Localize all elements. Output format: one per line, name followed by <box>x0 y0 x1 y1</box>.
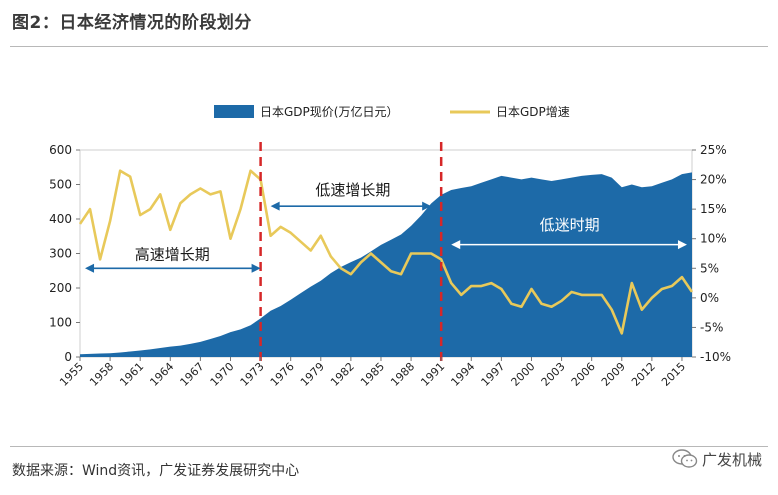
legend-label-line: 日本GDP增速 <box>496 105 570 119</box>
annotation-label: 高速增长期 <box>135 246 210 264</box>
right-axis-tick-label: 25% <box>700 143 727 157</box>
x-axis-tick-label: 2003 <box>539 360 568 389</box>
left-axis-tick-label: 400 <box>49 212 72 226</box>
annotation-arrowhead-right <box>422 201 432 211</box>
x-axis-tick-label: 1967 <box>178 360 207 389</box>
annotation-arrowhead-right <box>251 263 261 273</box>
right-axis-tick-label: 10% <box>700 232 727 246</box>
x-axis-tick-label: 1985 <box>358 360 387 389</box>
x-axis-tick-label: 2000 <box>509 360 538 389</box>
page-title: 图2：日本经济情况的阶段划分 <box>12 13 252 33</box>
gdp-area-fill <box>80 172 692 357</box>
x-axis-tick-label: 1958 <box>87 360 116 389</box>
x-axis-tick-label: 2012 <box>629 360 658 389</box>
data-source: 数据来源：Wind资讯，广发证券发展研究中心 <box>12 463 300 479</box>
right-axis-tick-label: 20% <box>700 173 727 187</box>
legend-label-area: 日本GDP现价(万亿日元） <box>260 104 398 119</box>
right-axis-tick-label: 0% <box>700 291 719 305</box>
left-axis-tick-label: 0 <box>64 350 72 364</box>
right-axis-tick-label: -5% <box>700 320 723 334</box>
annotation-arrowhead-right <box>677 240 687 250</box>
annotation-arrowhead-left <box>270 201 280 211</box>
x-axis-tick-label: 1991 <box>418 360 447 389</box>
annotation-arrowhead-left <box>451 240 461 250</box>
bottom-divider <box>10 446 768 447</box>
x-axis-tick-label: 1955 <box>57 360 86 389</box>
annotation-label: 低迷时期 <box>540 216 600 234</box>
x-axis-tick-label: 1994 <box>448 360 477 389</box>
gdp-growth-line <box>78 169 694 335</box>
right-axis-tick-label: 15% <box>700 202 727 216</box>
x-axis-tick-label: 1979 <box>298 360 327 389</box>
x-axis-tick-label: 1982 <box>328 360 357 389</box>
x-axis-tick-label: 1964 <box>147 360 176 389</box>
top-divider <box>10 46 768 47</box>
right-axis-tick-label: 5% <box>700 261 719 275</box>
gdp-growth-line-series <box>78 169 694 335</box>
x-axis-tick-label: 2006 <box>569 360 598 389</box>
x-axis-tick-label: 1988 <box>388 360 417 389</box>
watermark-text: 广发机械 <box>701 450 762 469</box>
chart-legend: 日本GDP现价(万亿日元） 日本GDP增速 <box>214 104 570 119</box>
right-axis-tick-label: -10% <box>700 350 731 364</box>
wechat-icon <box>672 449 698 468</box>
x-axis-tick-label: 1970 <box>208 360 237 389</box>
left-axis-tick-label: 200 <box>49 281 72 295</box>
gdp-area-series <box>80 172 692 357</box>
x-axis-tick-label: 2009 <box>599 360 628 389</box>
x-axis-tick-label: 1973 <box>238 360 267 389</box>
annotation-label: 低速增长期 <box>315 181 390 199</box>
legend-swatch-area <box>214 105 254 118</box>
left-axis-tick-label: 500 <box>49 178 72 192</box>
x-axis-tick-label: 1976 <box>268 360 297 389</box>
left-axis-tick-label: 600 <box>49 143 72 157</box>
period-dividers <box>259 142 443 365</box>
watermark: 广发机械 <box>672 448 762 470</box>
x-axis-tick-label: 2015 <box>659 360 688 389</box>
left-axis-tick-label: 100 <box>49 316 72 330</box>
x-axis-tick-label: 1997 <box>479 360 508 389</box>
annotation-arrowhead-left <box>85 263 95 273</box>
x-axis-tick-label: 1961 <box>117 360 146 389</box>
left-axis-tick-label: 300 <box>49 247 72 261</box>
